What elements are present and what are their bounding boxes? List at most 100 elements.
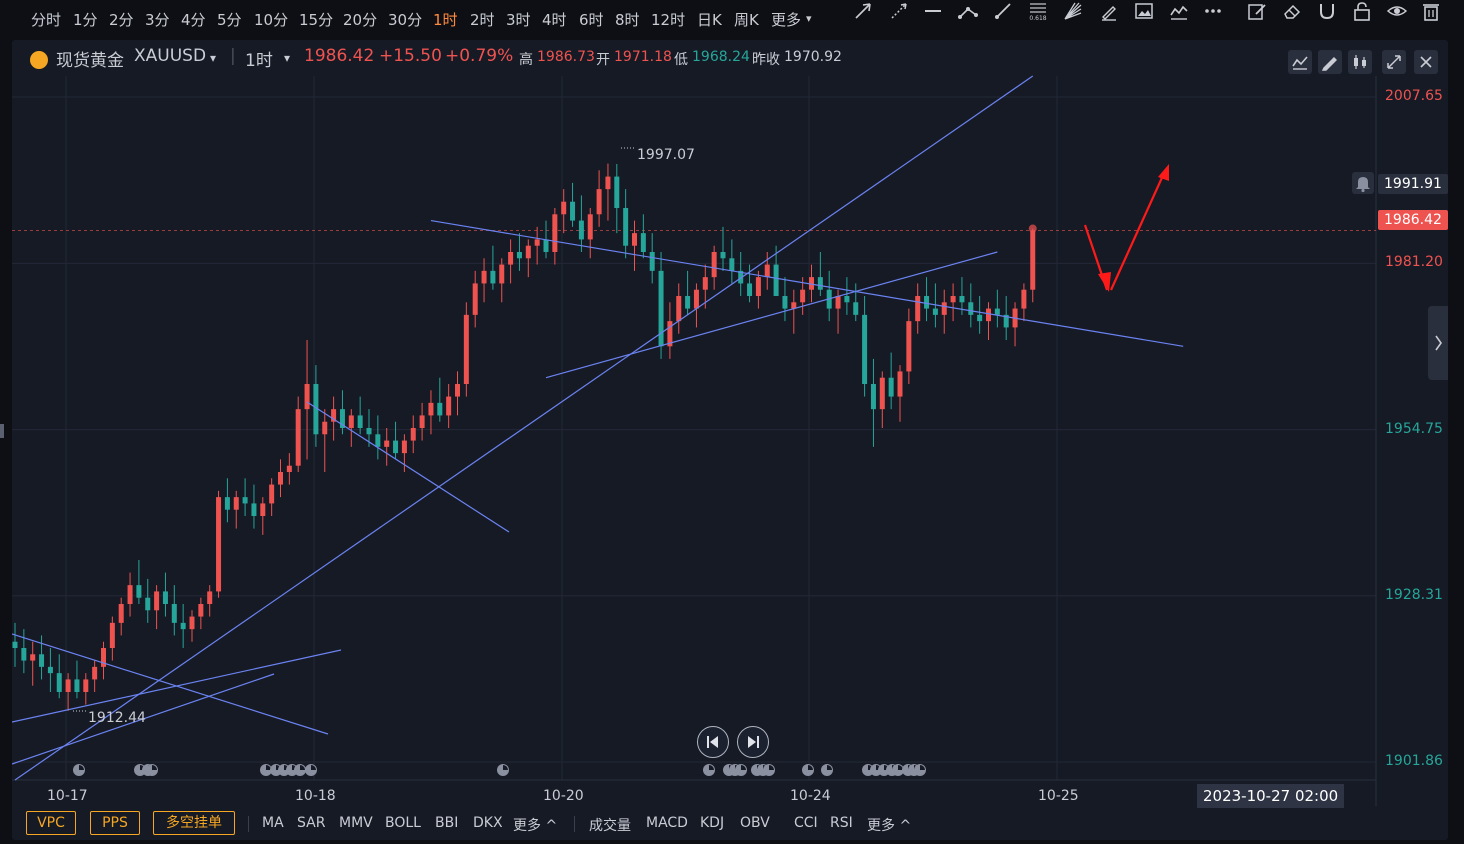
prev-bar-button[interactable] [697, 726, 729, 758]
expand-panel-arrow-icon[interactable] [1428, 306, 1448, 380]
open-value: 1971.18 [614, 49, 672, 65]
pps-button[interactable]: PPS [90, 811, 140, 835]
candle-body [950, 296, 956, 303]
vpc-button[interactable]: VPC [26, 811, 76, 835]
lock-icon[interactable] [1351, 0, 1373, 22]
chart-type-icon[interactable] [1288, 50, 1312, 74]
price-chart[interactable]: 1997.07 1912.44 [12, 40, 1448, 806]
timeframe-2[interactable]: 2分 [109, 11, 134, 29]
brush-icon[interactable] [1098, 0, 1120, 22]
timeframe-5[interactable]: 5分 [217, 11, 242, 29]
indicator-sub_indicators-6[interactable]: 更多 ^ [867, 818, 912, 834]
more-chevron-down-icon[interactable]: ▾ [806, 12, 812, 25]
wave-icon[interactable] [1168, 0, 1190, 22]
candle-body [481, 270, 487, 284]
timeframe-10[interactable]: 1时 [433, 11, 458, 29]
more-dots-icon[interactable] [1202, 0, 1224, 22]
event-marker-icon [741, 765, 746, 770]
timeframe-8[interactable]: 20分 [343, 11, 378, 29]
fullscreen-icon[interactable] [1382, 50, 1406, 74]
indicator-main_indicators-1[interactable]: SAR [297, 815, 326, 831]
candle-body [844, 296, 850, 303]
timeframe-17[interactable]: 日K [697, 11, 722, 29]
candle-body [623, 208, 629, 246]
indicator-sub_indicators-5[interactable]: RSI [830, 815, 853, 831]
candle-body [189, 616, 195, 630]
indicator-main_indicators-3[interactable]: BOLL [385, 815, 421, 831]
candle-body [428, 402, 434, 416]
timeframe-1[interactable]: 1分 [73, 11, 98, 29]
indicator-main_indicators-6[interactable]: 更多 ^ [513, 818, 558, 834]
prev-close-label: 昨收 [752, 52, 780, 68]
timeframe-7[interactable]: 15分 [299, 11, 334, 29]
ray-icon[interactable] [888, 0, 910, 22]
fan-icon[interactable] [1062, 0, 1084, 22]
timeframe-0[interactable]: 分时 [31, 11, 62, 29]
horizontal-line-icon[interactable] [922, 0, 944, 22]
candle-body [809, 277, 814, 290]
candle-body [596, 189, 602, 215]
next-bar-button[interactable] [737, 726, 769, 758]
indicator-main_indicators-0[interactable]: MA [262, 815, 284, 831]
candle-body [906, 321, 912, 372]
interval-label[interactable]: 1时 [245, 51, 273, 71]
symbol-dropdown-icon[interactable]: ▾ [210, 51, 217, 65]
candle-body [83, 679, 89, 692]
trash-icon[interactable] [1420, 0, 1442, 22]
candle-body [39, 654, 45, 667]
timeframe-18[interactable]: 周K [734, 11, 759, 29]
candle-body [729, 258, 735, 271]
candle-body [747, 283, 753, 296]
edit-icon[interactable] [1246, 0, 1268, 22]
candle-body [640, 233, 646, 252]
symbol-name[interactable]: 现货黄金 [56, 51, 124, 71]
gold-coin-icon [30, 51, 48, 69]
timeframe-12[interactable]: 3时 [506, 11, 531, 29]
indicator-main_indicators-2[interactable]: MMV [339, 815, 373, 831]
long-short-orders-button[interactable]: 多空挂单 [153, 811, 235, 835]
last-candle-marker [1028, 224, 1037, 233]
magnet-icon[interactable] [1316, 0, 1338, 22]
segment-icon[interactable] [992, 0, 1014, 22]
alert-bell-icon[interactable] [1352, 172, 1374, 194]
timeframe-9[interactable]: 30分 [388, 11, 423, 29]
close-icon[interactable] [1414, 50, 1438, 74]
indicator-sub_indicators-2[interactable]: KDJ [700, 815, 725, 831]
eraser-icon[interactable] [1281, 0, 1303, 22]
timeframe-4[interactable]: 4分 [181, 11, 206, 29]
candle-body [304, 384, 310, 410]
trend-line-icon[interactable] [957, 0, 979, 22]
indicator-main_indicators-4[interactable]: BBI [435, 815, 459, 831]
timeframe-11[interactable]: 2时 [470, 11, 495, 29]
candle-body [295, 409, 301, 466]
last-price: 1986.42 [304, 46, 375, 66]
indicator-sub_indicators-1[interactable]: MACD [646, 815, 688, 831]
candle-body [835, 296, 841, 309]
interval-dropdown-icon[interactable]: ▾ [284, 51, 291, 65]
timeframe-15[interactable]: 8时 [615, 11, 640, 29]
candle-body [534, 239, 540, 246]
timeframe-6[interactable]: 10分 [254, 11, 289, 29]
candle-body [924, 296, 930, 309]
image-icon[interactable] [1133, 0, 1155, 22]
candle-body [109, 622, 115, 648]
candle-body [667, 321, 673, 347]
timeframe-13[interactable]: 4时 [542, 11, 567, 29]
indicator-sub_indicators-0[interactable]: 成交量 [589, 818, 631, 834]
fibonacci-icon[interactable]: 0.618 [1027, 0, 1049, 22]
arrow-icon[interactable] [852, 0, 874, 22]
candle-style-icon[interactable] [1348, 50, 1372, 74]
indicator-sub_indicators-4[interactable]: CCI [794, 815, 818, 831]
eye-icon[interactable] [1386, 0, 1408, 22]
timeframe-14[interactable]: 6时 [579, 11, 604, 29]
timeframe-16[interactable]: 12时 [651, 11, 686, 29]
candle-body [233, 497, 239, 510]
symbol-code[interactable]: XAUUSD [134, 46, 207, 66]
timeframe-3[interactable]: 3分 [145, 11, 170, 29]
draw-pen-icon[interactable] [1318, 50, 1342, 74]
indicator-main_indicators-5[interactable]: DKX [473, 815, 503, 831]
separator [574, 816, 575, 832]
timeframe-19[interactable]: 更多 [771, 11, 802, 29]
indicator-sub_indicators-3[interactable]: OBV [740, 815, 770, 831]
annotation-arrowhead [1158, 164, 1169, 181]
